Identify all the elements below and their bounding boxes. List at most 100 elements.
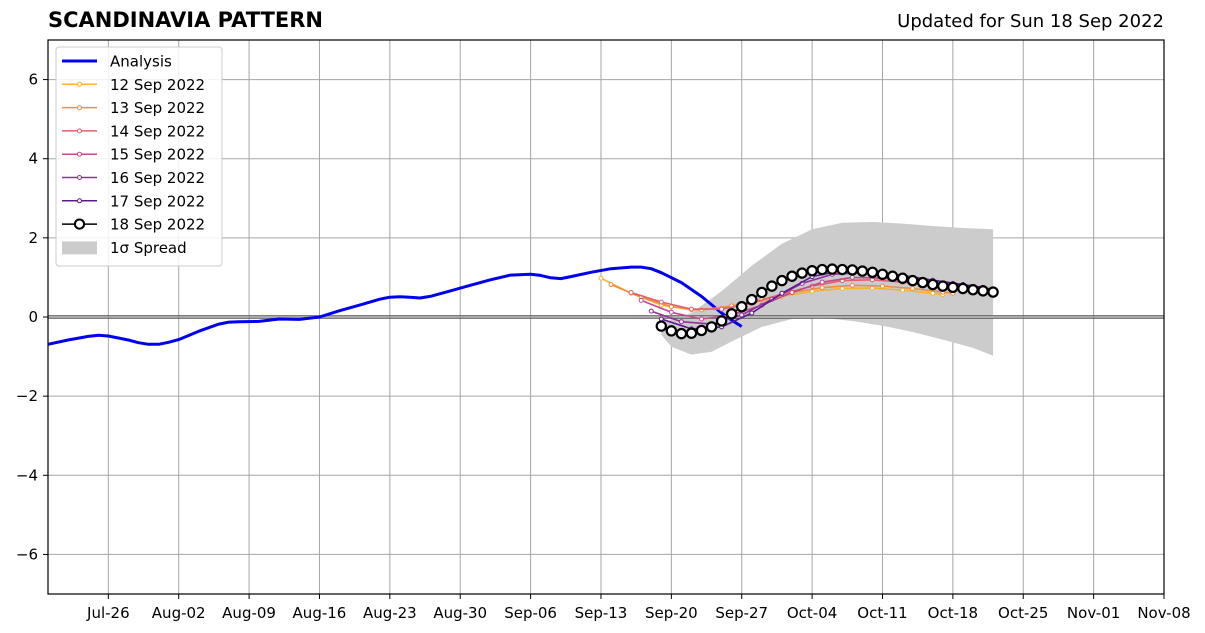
latest-forecast-point (967, 283, 979, 296)
latest-forecast-point (695, 324, 708, 337)
analysis-line (47, 265, 743, 346)
zero-line-layer (48, 315, 1164, 319)
forecast-point (719, 306, 725, 312)
latest-forecast-point (776, 274, 788, 287)
latest-forecast-point (917, 276, 929, 289)
latest-forecast-point (675, 327, 688, 340)
latest-forecast-point (725, 308, 738, 320)
forecast-point (658, 316, 664, 322)
forecast-point (819, 285, 825, 291)
forecast-point (879, 283, 885, 289)
legend-label: 14 Sep 2022 (110, 122, 205, 140)
forecast-point (608, 282, 614, 288)
x-tick-label: Sep-20 (645, 604, 698, 622)
latest-forecast-point (705, 321, 718, 333)
x-tick-label: Aug-30 (433, 604, 487, 622)
y-tick-label: 2 (28, 229, 38, 247)
spread-layer (661, 222, 994, 356)
forecast-point (910, 286, 916, 292)
axis-layer: Jul-26 Aug-02 Aug-09 Aug-16 Aug-23 Aug-30 Sep-… (16, 39, 1191, 622)
latest-forecast-point (655, 320, 667, 332)
forecast-point (668, 309, 674, 315)
legend-label: 1σ Spread (110, 239, 187, 257)
legend-label: Analysis (110, 53, 172, 71)
latest-forecast-point (756, 286, 768, 299)
forecast-point (688, 306, 694, 312)
latest-forecast-point (977, 285, 989, 297)
latest-forecast-point (736, 301, 748, 313)
x-tick-label: Oct-04 (787, 604, 837, 622)
y-tick-label: −2 (16, 387, 38, 405)
x-tick-label: Oct-11 (857, 604, 907, 622)
latest-forecast-point (846, 264, 859, 276)
latest-forecast-series (655, 263, 999, 340)
legend-swatch-marker (77, 105, 82, 111)
x-tick-label: Sep-27 (715, 604, 768, 622)
x-tick-label: Sep-13 (575, 604, 628, 622)
latest-forecast-point (987, 286, 999, 298)
x-tick-label: Aug-16 (293, 604, 347, 622)
forecast-point (699, 316, 705, 322)
x-tick-label: Sep-06 (504, 604, 557, 622)
x-tick-label: Oct-25 (998, 604, 1048, 622)
latest-forecast-point (836, 263, 848, 276)
latest-forecast-point (927, 278, 939, 291)
legend-swatch-spread (62, 241, 97, 255)
legend: Analysis 12 Sep 2022 13 Sep 2022 14 Sep 202… (55, 46, 223, 267)
x-tick-label: Aug-23 (363, 604, 417, 622)
legend-swatch-marker (77, 175, 82, 180)
forecast-point (598, 275, 604, 281)
latest-forecast-point (665, 325, 678, 337)
forecast-point (628, 289, 634, 295)
y-tick-label: −6 (16, 545, 38, 563)
y-tick-label: −4 (16, 466, 38, 484)
legend-box (55, 46, 223, 267)
x-tick-label: Oct-18 (928, 604, 978, 622)
latest-forecast-point (766, 280, 778, 292)
legend-label: 17 Sep 2022 (110, 192, 205, 210)
latest-forecast-point (826, 263, 838, 275)
latest-forecast-point (786, 270, 798, 282)
y-tick-label: 6 (28, 71, 38, 89)
latest-forecast-point (685, 327, 698, 339)
latest-forecast-point (876, 268, 889, 280)
latest-forecast-point (816, 263, 828, 276)
legend-swatch-marker (77, 151, 82, 157)
legend-label: 16 Sep 2022 (110, 169, 205, 187)
x-tick-label: Aug-09 (222, 604, 276, 622)
x-tick-label: Nov-01 (1067, 604, 1120, 622)
forecast-point (749, 310, 755, 316)
latest-forecast-point (886, 270, 899, 282)
latest-forecast-point (937, 280, 949, 292)
legend-swatch-marker (73, 218, 86, 230)
latest-forecast-point (796, 267, 808, 279)
x-tick-label: Aug-02 (152, 604, 206, 622)
latest-forecast-point (957, 282, 969, 295)
latest-forecast-point (866, 266, 879, 278)
legend-label: 18 Sep 2022 (110, 216, 205, 234)
latest-forecast-point (806, 265, 818, 277)
legend-swatch-marker (77, 128, 82, 134)
plot-frame (47, 39, 1165, 595)
spread-band (661, 222, 994, 356)
latest-forecast-point (947, 281, 959, 294)
x-tick-label: Nov-08 (1137, 604, 1190, 622)
legend-label: 15 Sep 2022 (110, 146, 205, 164)
forecast-point (849, 282, 855, 288)
forecast-point (638, 297, 644, 303)
forecast-point (658, 299, 664, 305)
latest-forecast-point (715, 315, 728, 327)
legend-label: 12 Sep 2022 (110, 76, 205, 94)
forecast-point (869, 285, 875, 291)
x-tick-label: Jul-26 (86, 604, 130, 622)
latest-forecast-point (746, 293, 758, 306)
forecast-point (678, 319, 684, 325)
legend-label: 13 Sep 2022 (110, 99, 205, 117)
forecast-point (839, 286, 845, 292)
forecast-point (849, 274, 855, 280)
series-layer (47, 263, 999, 346)
chart-subtitle: Updated for Sun 18 Sep 2022 (897, 11, 1164, 32)
forecast-point (819, 279, 825, 285)
chart-title: SCANDINAVIA PATTERN (48, 8, 323, 32)
